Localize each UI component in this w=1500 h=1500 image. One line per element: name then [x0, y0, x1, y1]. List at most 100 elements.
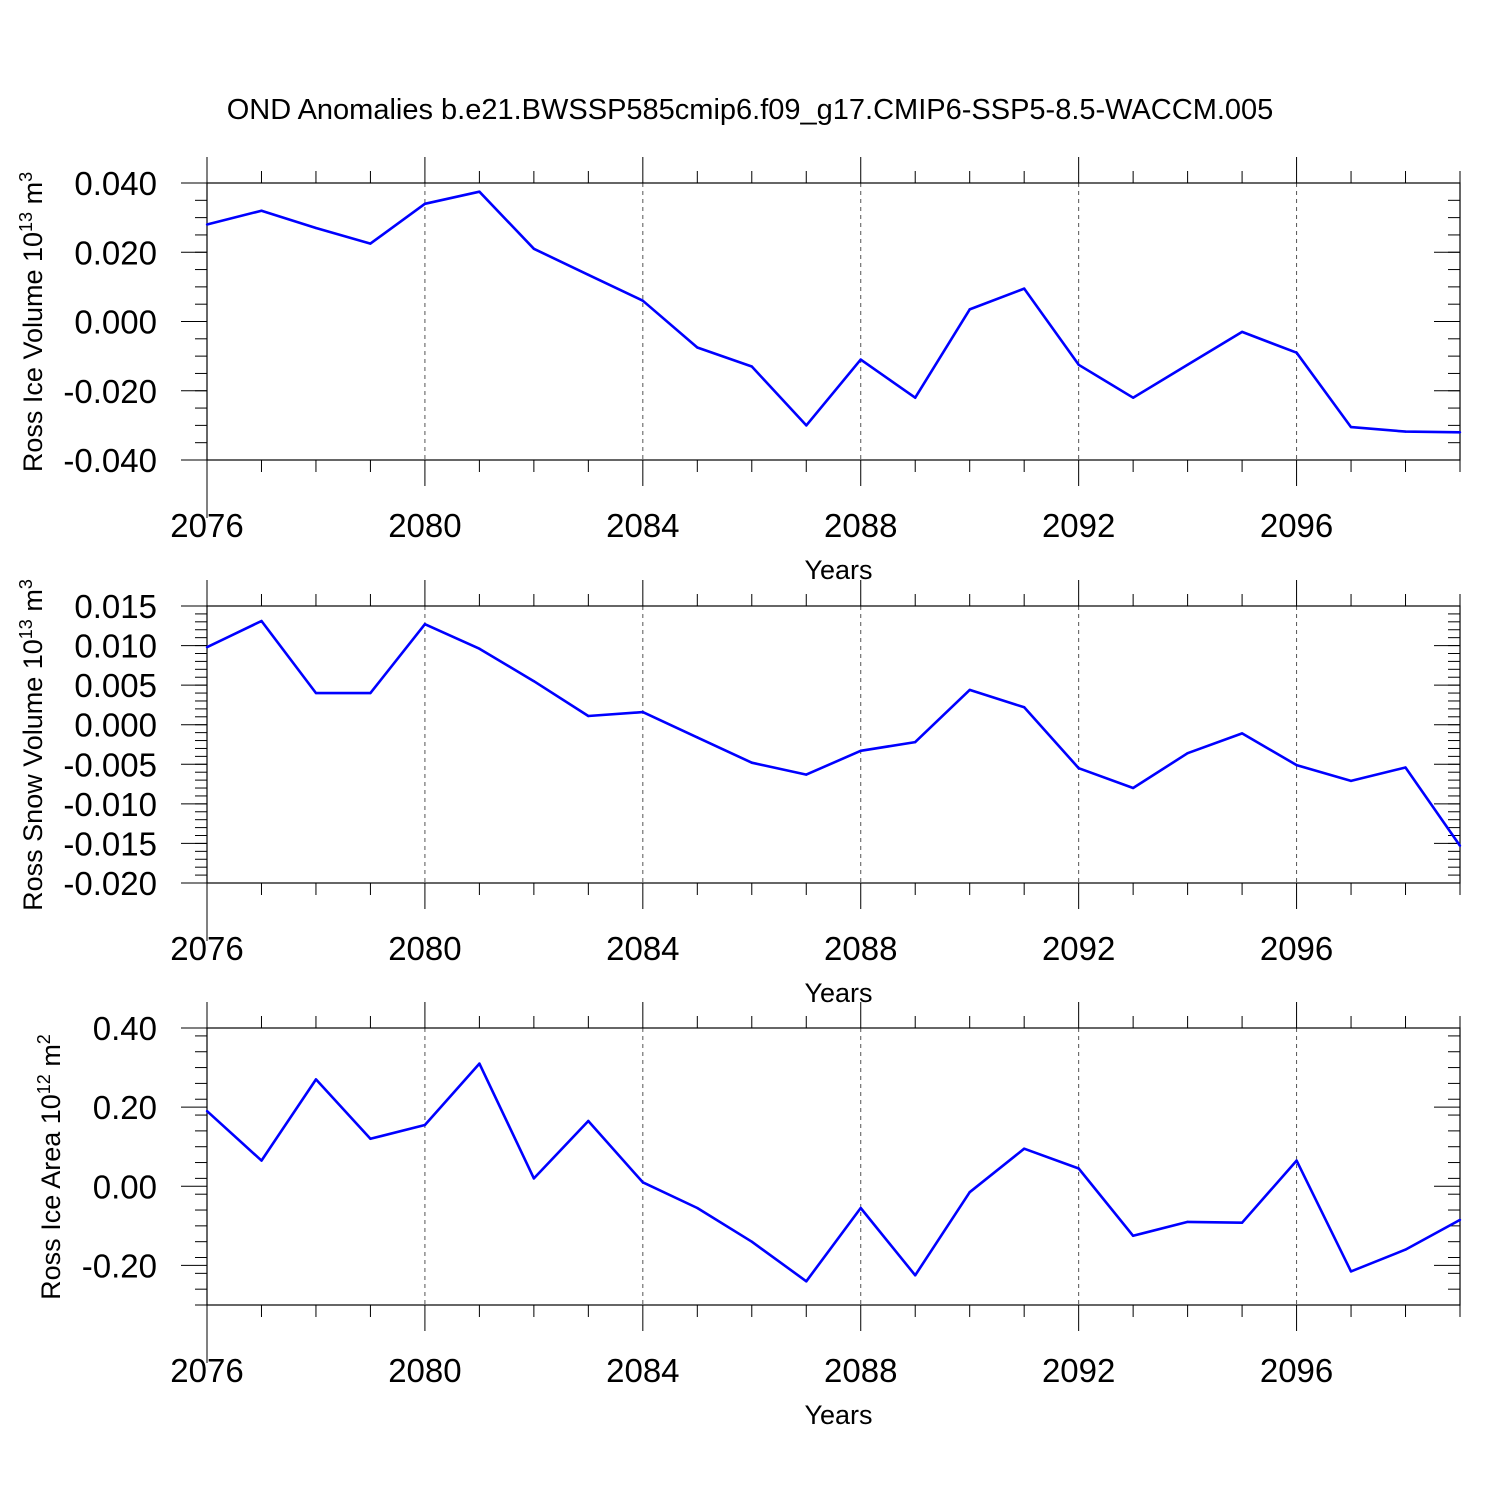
data-point [1077, 363, 1080, 366]
plot-frame [206, 605, 1461, 884]
data-point [1240, 732, 1244, 735]
data-point [369, 242, 372, 245]
y-tick-label: -0.020 [63, 865, 157, 902]
data-point [1131, 396, 1135, 399]
data-point [1458, 844, 1462, 848]
data-point [1131, 786, 1135, 790]
data-point [914, 1274, 917, 1277]
data-point [750, 1240, 753, 1243]
x-tick-label: 2088 [824, 1352, 897, 1389]
data-point [1295, 763, 1298, 767]
data-point [314, 226, 318, 230]
data-point [1404, 1248, 1407, 1251]
data-point [587, 714, 590, 718]
data-point [1186, 363, 1189, 366]
data-point [859, 749, 862, 753]
data-point [1077, 767, 1080, 770]
data-point [587, 1119, 590, 1123]
data-point [641, 710, 645, 714]
data-point [750, 365, 753, 368]
data-point [1458, 431, 1462, 434]
data-point [1349, 779, 1353, 783]
x-tick-label: 2092 [1042, 1352, 1115, 1389]
x-axis-label: Years [804, 978, 872, 1008]
x-tick-label: 2084 [606, 1352, 679, 1389]
y-tick-label: -0.040 [63, 442, 157, 479]
panel-ross-ice-volume: 2076 2080 2084 2088 2092 2096 Years -0.040 -0.02… [16, 157, 1462, 585]
data-point [1404, 430, 1407, 433]
data-point [1240, 1221, 1244, 1224]
data-point [641, 1181, 645, 1184]
series-line-ross-ice-volume [206, 190, 1461, 434]
y-tick-label: 0.40 [93, 1010, 157, 1047]
data-point [1077, 1167, 1080, 1170]
data-point [1295, 1159, 1298, 1162]
data-point [1022, 1147, 1026, 1150]
data-point [1131, 1234, 1135, 1237]
x-tick-label: 2096 [1260, 930, 1333, 967]
data-point [914, 740, 917, 744]
data-point [805, 424, 808, 427]
data-point [260, 209, 263, 212]
x-tick-label: 2088 [824, 930, 897, 967]
data-point [1349, 1270, 1353, 1273]
data-point [696, 1206, 699, 1210]
data-point [859, 1206, 862, 1210]
data-point [205, 645, 209, 649]
data-point [205, 223, 209, 226]
data-point [260, 1159, 263, 1162]
data-point [859, 358, 862, 361]
x-tick-label: 2092 [1042, 930, 1115, 967]
panel-ross-snow-volume: 2076 2080 2084 2088 2092 2096Years-0.020-0.01… [16, 579, 1462, 1008]
x-tick-label: 2092 [1042, 507, 1115, 544]
y-tick-label: -0.20 [82, 1247, 157, 1284]
y-tick-label: 0.020 [74, 234, 157, 271]
data-point [1458, 1218, 1462, 1222]
panel-ross-ice-area: 2076 2080 2084 2088 2092 2096 Years -0.20 0.00 0.… [34, 1002, 1462, 1430]
y-tick-label: 0.010 [74, 628, 157, 665]
data-point [1240, 330, 1244, 334]
y-tick-label: 0.000 [74, 304, 157, 341]
y-axis-label: Ross Snow Volume 1013 m3 [16, 579, 48, 911]
data-point [968, 1191, 971, 1194]
data-point [532, 679, 536, 683]
y-tick-label: 0.005 [74, 667, 157, 704]
data-point [1404, 766, 1407, 769]
x-tick-label: 2096 [1260, 507, 1333, 544]
x-tick-label: 2076 [170, 1352, 243, 1389]
data-point [1295, 351, 1298, 354]
data-point [423, 202, 427, 205]
y-axis-label: Ross Ice Volume 1013 m3 [16, 172, 48, 472]
data-point [314, 1078, 318, 1081]
y-tick-label: -0.010 [63, 786, 157, 823]
data-point [805, 1280, 808, 1283]
data-point [314, 691, 318, 695]
x-tick-label: 2088 [824, 507, 897, 544]
y-axis-label: Ross Ice Area 1012 m2 [34, 1034, 66, 1300]
data-point [1186, 1220, 1189, 1224]
x-axis-label: Years [804, 555, 872, 585]
data-point [641, 299, 645, 302]
data-point [750, 761, 753, 764]
data-point [968, 688, 971, 692]
x-tick-label: 2096 [1260, 1352, 1333, 1389]
x-tick-label: 2080 [388, 507, 461, 544]
data-point [696, 346, 699, 349]
y-tick-label: 0.000 [74, 707, 157, 744]
data-point [587, 273, 590, 276]
data-point [423, 1123, 427, 1127]
y-tick-label: -0.015 [63, 825, 157, 862]
x-tick-label: 2084 [606, 507, 679, 544]
data-point [478, 1062, 481, 1065]
data-point [1022, 706, 1026, 709]
data-point [1349, 425, 1353, 429]
data-point [1022, 287, 1026, 290]
series-line-ross-snow-volume [206, 619, 1462, 847]
data-point [478, 647, 481, 650]
y-tick-label: 0.20 [93, 1089, 157, 1126]
series-line-ross-ice-area [206, 1062, 1461, 1283]
data-point [914, 396, 917, 399]
x-tick-label: 2080 [388, 930, 461, 967]
y-tick-label: 0.015 [74, 588, 157, 625]
